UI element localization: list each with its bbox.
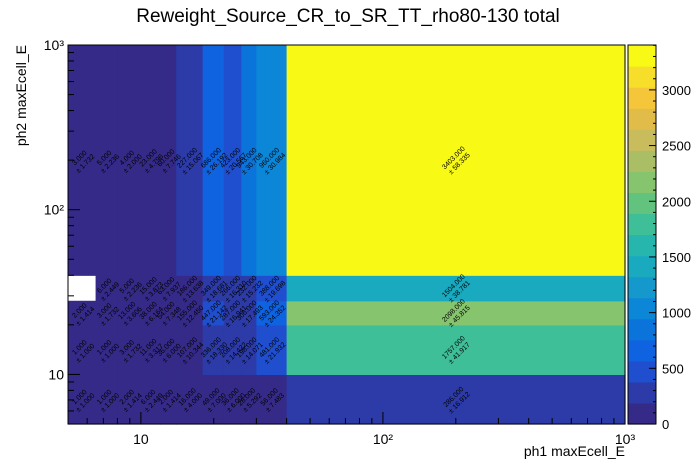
heatmap-cell xyxy=(160,275,177,302)
chart-title: Reweight_Source_CR_to_SR_TT_rho80-130 to… xyxy=(136,6,560,27)
heatmap-cell xyxy=(176,275,204,302)
heatmap-cell xyxy=(223,45,242,276)
heatmap-cell xyxy=(140,275,161,302)
plot-frame xyxy=(67,44,626,425)
heatmap-cell xyxy=(256,324,288,376)
heatmap-cell xyxy=(176,45,204,276)
y-tick-label: 10 xyxy=(48,366,64,382)
heatmap-cell xyxy=(140,45,161,276)
heatmap-cell xyxy=(95,324,119,376)
heatmap-cell xyxy=(68,324,97,376)
y-axis-label: ph2 maxEcell_E xyxy=(13,45,29,146)
colorbar-segment xyxy=(628,276,656,299)
heatmap-cell xyxy=(117,300,142,326)
colorbar-segment xyxy=(628,129,656,151)
heatmap-cell xyxy=(117,324,142,376)
colorbar-tick-label: 1000 xyxy=(662,306,691,321)
heatmap-cell xyxy=(241,324,257,376)
heatmap-cell xyxy=(68,300,97,326)
heatmap-cell xyxy=(140,374,161,425)
heatmap-cell xyxy=(241,374,257,425)
heatmap-cell xyxy=(256,275,288,302)
x-axis-label: ph1 maxEcell_E xyxy=(524,443,625,459)
heatmap-cell xyxy=(223,324,242,376)
heatmap-cell xyxy=(160,300,177,326)
colorbar-segment xyxy=(628,234,656,257)
heatmap-cell xyxy=(160,374,177,425)
colorbar-tick-label: 500 xyxy=(662,361,684,376)
heatmap-cell xyxy=(160,45,177,276)
heatmap-cell xyxy=(241,300,257,326)
colorbar-segment xyxy=(628,108,656,130)
colorbar-segment xyxy=(628,87,656,109)
colorbar-segment xyxy=(628,192,656,215)
heatmap-cell xyxy=(95,275,119,302)
heatmap-cell xyxy=(95,374,119,425)
heatmap-cell xyxy=(202,324,225,376)
colorbar-tick-label: 0 xyxy=(662,417,669,432)
heatmap-cell xyxy=(256,374,288,425)
heatmap-cell xyxy=(202,45,225,276)
heatmap-cell xyxy=(176,300,204,326)
colorbar-segment xyxy=(628,318,656,341)
colorbar-tick-label: 2000 xyxy=(662,194,691,209)
heatmap-cell xyxy=(176,324,204,376)
heatmap-cell xyxy=(256,45,288,276)
y-tick-label: 10³ xyxy=(44,37,65,53)
heatmap-cell xyxy=(117,45,142,276)
heatmap-cell xyxy=(241,275,257,302)
heatmap-cell xyxy=(140,300,161,326)
heatmap-cells xyxy=(68,45,626,425)
heatmap-cell xyxy=(286,374,626,425)
heatmap-cell xyxy=(256,300,288,326)
heatmap-cell xyxy=(117,275,142,302)
colorbar-segment xyxy=(628,402,656,425)
colorbar-segment xyxy=(628,381,656,404)
heatmap-cell xyxy=(95,45,119,276)
heatmap-cell xyxy=(223,374,242,425)
heatmap-cell xyxy=(223,300,242,326)
color-scale-bar: 0 500 1000 1500 2000 2500 3000 xyxy=(627,44,691,432)
colorbar-segment xyxy=(628,255,656,278)
colorbar-segment xyxy=(628,360,656,383)
x-axis: 10 10² 10³ xyxy=(67,412,636,447)
heatmap-cell xyxy=(202,374,225,425)
heatmap-cell xyxy=(286,45,626,276)
heatmap-cell xyxy=(117,374,142,425)
colorbar-segment xyxy=(628,45,656,67)
heatmap-cell xyxy=(160,324,177,376)
colorbar-segment xyxy=(628,150,656,172)
heatmap-cell xyxy=(286,300,626,326)
y-tick-label: 10² xyxy=(44,202,65,218)
heatmap-cell xyxy=(223,275,242,302)
x-tick-label: 10³ xyxy=(615,431,636,447)
heatmap-cell xyxy=(286,275,626,302)
heatmap-cell xyxy=(176,374,204,425)
colorbar-segment xyxy=(628,339,656,362)
x-tick-label: 10² xyxy=(373,431,394,447)
heatmap-cell xyxy=(140,324,161,376)
x-tick-label: 10 xyxy=(133,431,149,447)
heatmap-cell xyxy=(286,324,626,376)
heatmap-cell xyxy=(95,300,119,326)
colorbar-segment xyxy=(628,297,656,320)
colorbar-tick-label: 2500 xyxy=(662,139,691,154)
colorbar-tick-label: 1500 xyxy=(662,250,691,265)
colorbar-segment xyxy=(628,171,656,193)
heatmap-cell xyxy=(202,275,225,302)
colorbar-tick-label: 3000 xyxy=(662,83,691,98)
colorbar-segment xyxy=(628,213,656,236)
heatmap-cell xyxy=(202,300,225,326)
heatmap-cell xyxy=(241,45,257,276)
colorbar-segment xyxy=(628,66,656,88)
y-axis: 10 10² 10³ xyxy=(44,37,80,425)
